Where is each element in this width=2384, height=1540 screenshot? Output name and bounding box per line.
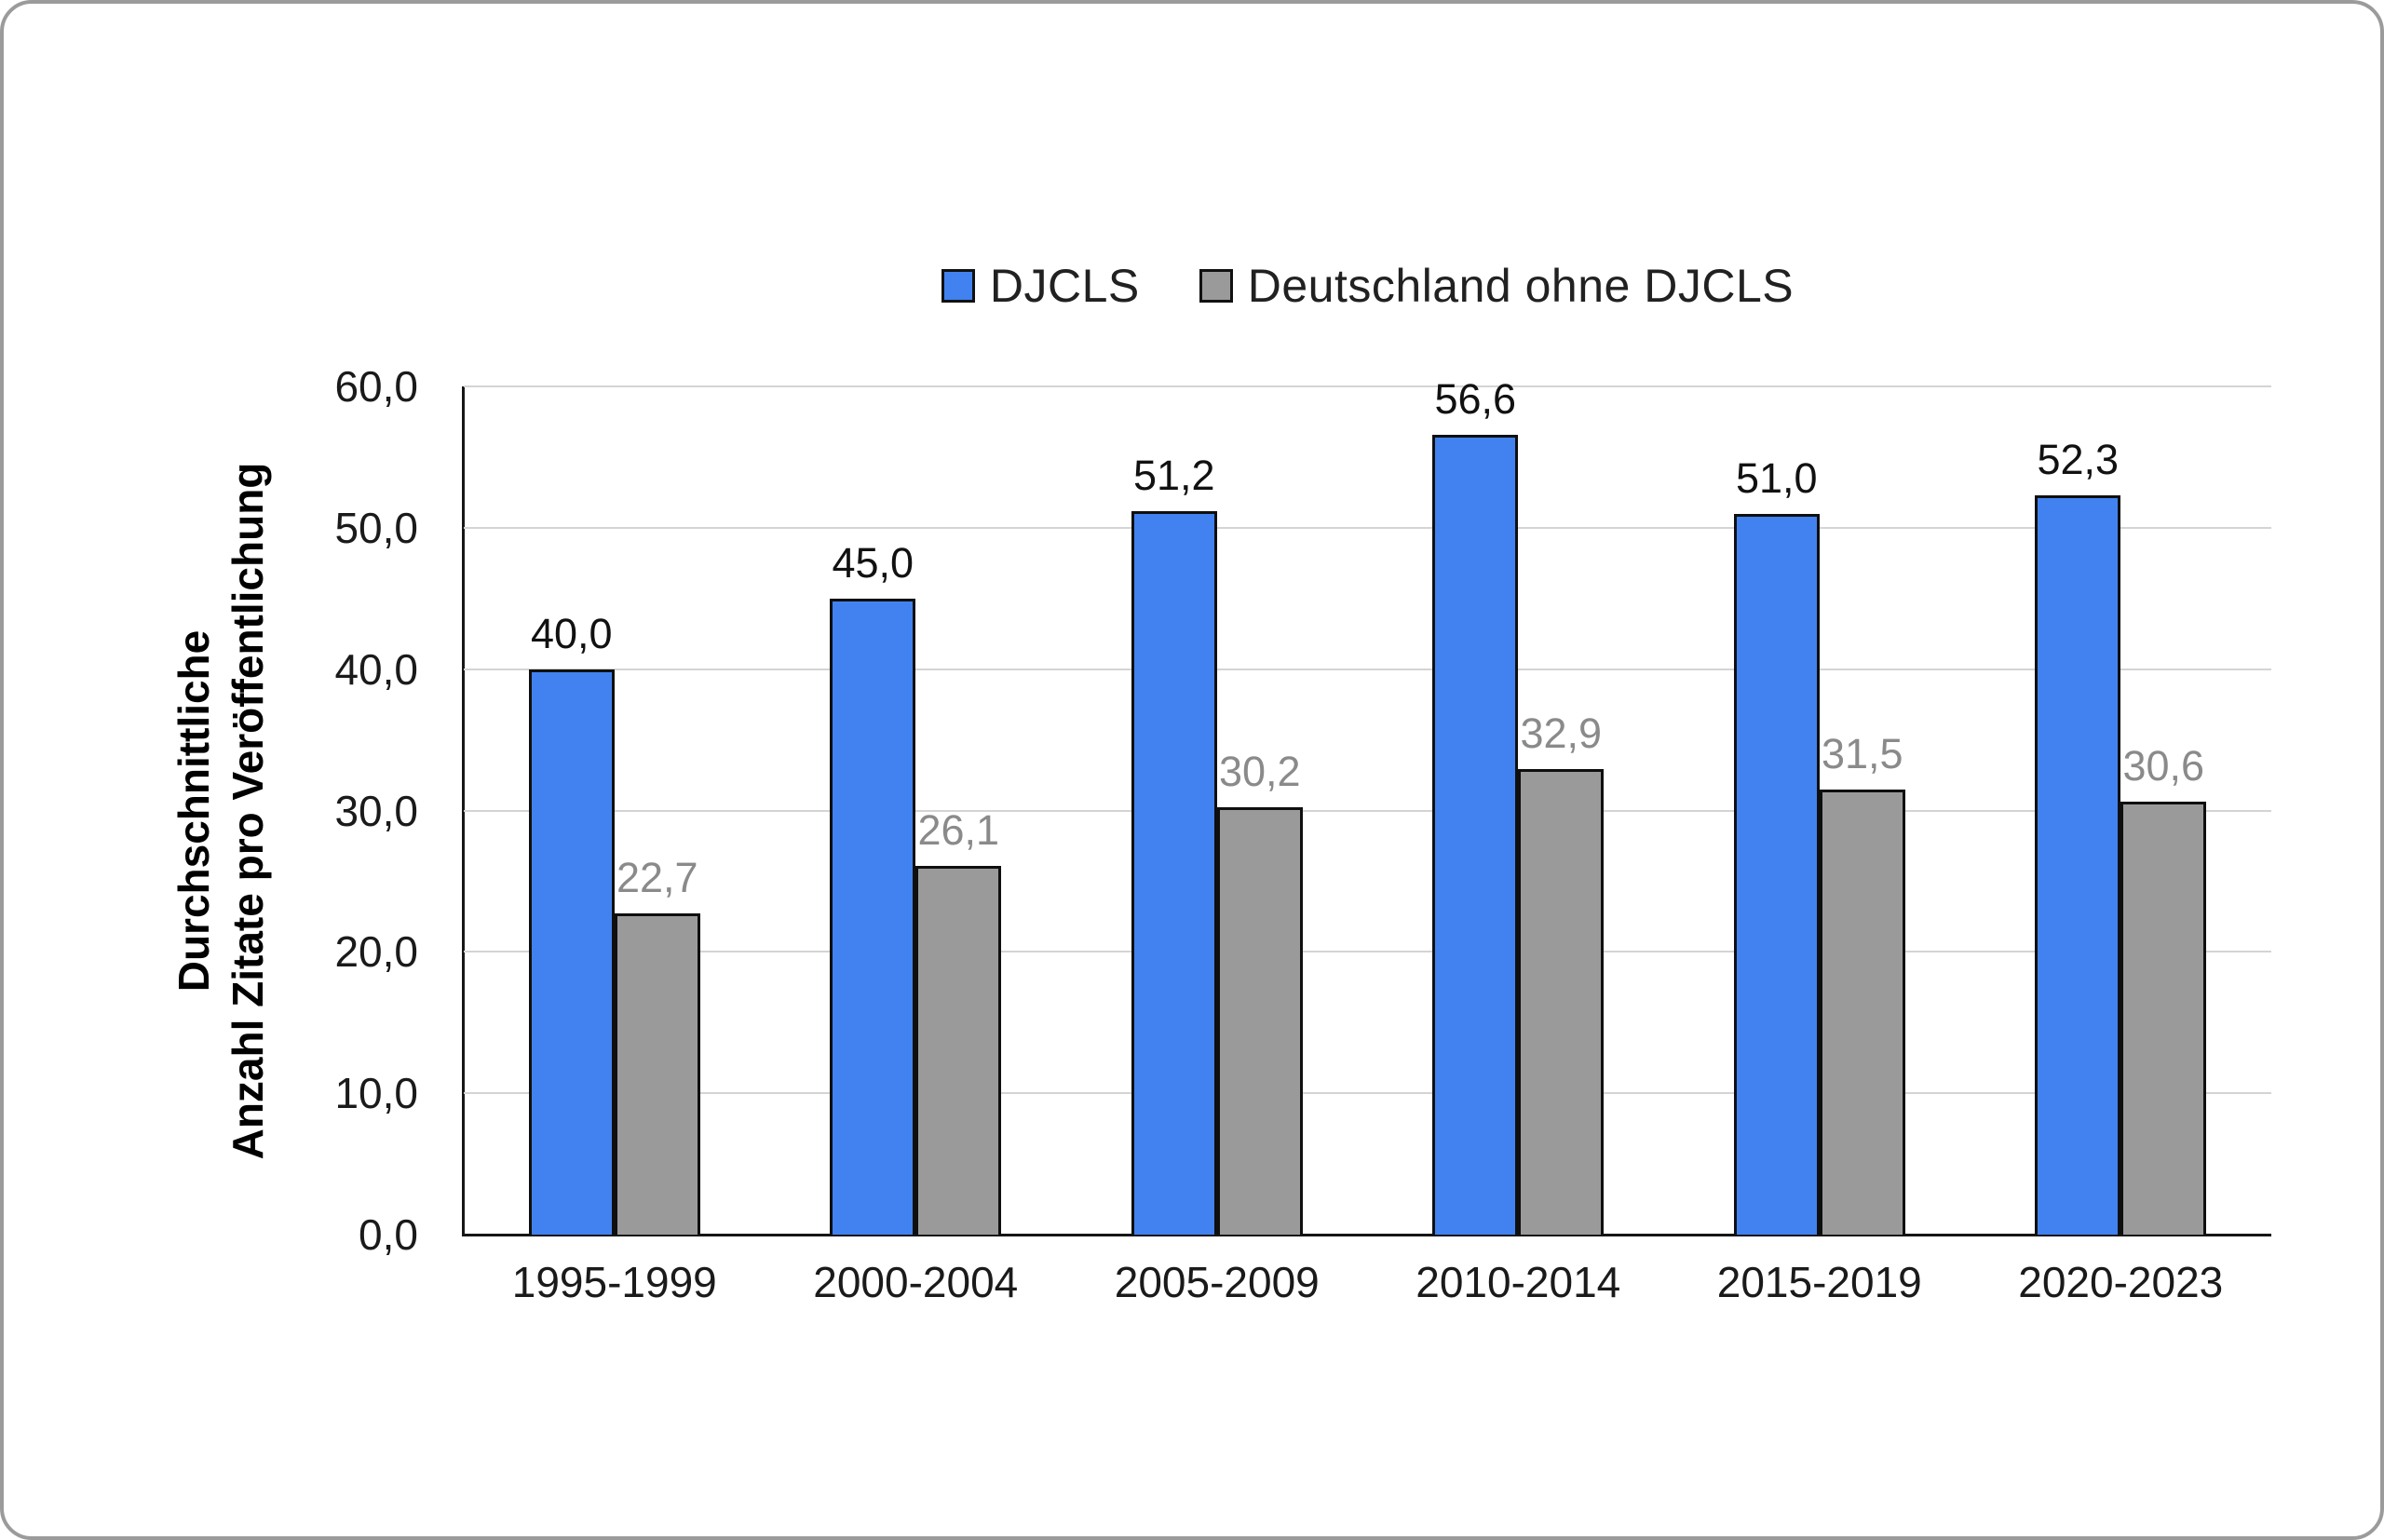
bar-deutschland-2020-2023 [2120, 802, 2207, 1235]
gridline-50 [464, 526, 2271, 529]
bar-value-label-djcls-2000-2004: 45,0 [832, 538, 914, 587]
legend-label-deutschland-ohne-djcls: Deutschland ohne DJCLS [1247, 260, 1795, 312]
bar-value-label-deutschland-2020-2023: 30,6 [2122, 742, 2205, 790]
bar-value-label-djcls-1995-1999: 40,0 [530, 609, 613, 657]
y-tick-label-40: 40,0 [334, 644, 418, 694]
y-axis-line [462, 386, 465, 1235]
y-tick-label-10: 10,0 [334, 1069, 418, 1118]
x-axis-line [462, 1234, 2271, 1236]
y-tick-label-0: 0,0 [359, 1210, 418, 1259]
gridline-60 [464, 385, 2271, 387]
bar-deutschland-2010-2014 [1518, 769, 1605, 1235]
bar-djcls-2010-2014 [1432, 434, 1519, 1235]
bar-deutschland-2000-2004 [915, 865, 1002, 1235]
y-tick-label-30: 30,0 [334, 786, 418, 835]
gridline-20 [464, 951, 2271, 953]
legend-item-djcls: DJCLS [941, 259, 1140, 313]
bar-djcls-2020-2023 [2035, 494, 2121, 1235]
bar-value-label-djcls-2005-2009: 51,2 [1132, 451, 1215, 499]
legend-swatch-djcls-icon [941, 269, 975, 303]
legend-item-deutschland-ohne-djcls: Deutschland ohne DJCLS [1199, 259, 1794, 313]
bar-djcls-2000-2004 [830, 598, 916, 1235]
bar-deutschland-2005-2009 [1216, 807, 1303, 1235]
bar-value-label-deutschland-2010-2014: 32,9 [1520, 709, 1603, 758]
gridline-30 [464, 809, 2271, 812]
bar-djcls-2015-2019 [1733, 513, 1820, 1235]
bar-value-label-djcls-2020-2023: 52,3 [2037, 435, 2120, 483]
y-tick-label-60: 60,0 [334, 362, 418, 411]
x-tick-label-1995-1999: 1995-1999 [511, 1258, 717, 1306]
x-tick-label-2010-2014: 2010-2014 [1416, 1258, 1621, 1306]
bar-value-label-djcls-2015-2019: 51,0 [1735, 453, 1818, 502]
y-tick-label-50: 50,0 [334, 503, 418, 552]
bar-deutschland-1995-1999 [614, 913, 700, 1235]
bar-value-label-deutschland-2005-2009: 30,2 [1218, 748, 1301, 796]
x-tick-label-2000-2004: 2000-2004 [813, 1258, 1019, 1306]
bar-djcls-2005-2009 [1131, 510, 1217, 1235]
bar-value-label-deutschland-2000-2004: 26,1 [917, 805, 1000, 854]
bar-value-label-deutschland-2015-2019: 31,5 [1821, 729, 1903, 777]
bar-value-label-deutschland-1995-1999: 22,7 [616, 854, 698, 902]
legend-label-djcls: DJCLS [989, 260, 1140, 312]
plot-area: 60,0 50,0 40,0 30,0 20,0 10,0 0,0 40,0 22,7 1995-… [334, 362, 2271, 1306]
bar-deutschland-2015-2019 [1819, 789, 1905, 1235]
bar-value-label-djcls-2010-2014: 56,6 [1434, 374, 1517, 423]
x-tick-label-2020-2023: 2020-2023 [2018, 1258, 2224, 1306]
x-tick-label-2015-2019: 2015-2019 [1716, 1258, 1922, 1306]
x-tick-label-2005-2009: 2005-2009 [1114, 1258, 1320, 1306]
legend: DJCLS Deutschland ohne DJCLS [464, 251, 2271, 320]
bar-djcls-1995-1999 [528, 669, 615, 1235]
gridline-40 [464, 668, 2271, 670]
legend-swatch-deutschland-icon [1199, 269, 1233, 303]
y-tick-label-20: 20,0 [334, 927, 418, 977]
gridline-10 [464, 1092, 2271, 1095]
